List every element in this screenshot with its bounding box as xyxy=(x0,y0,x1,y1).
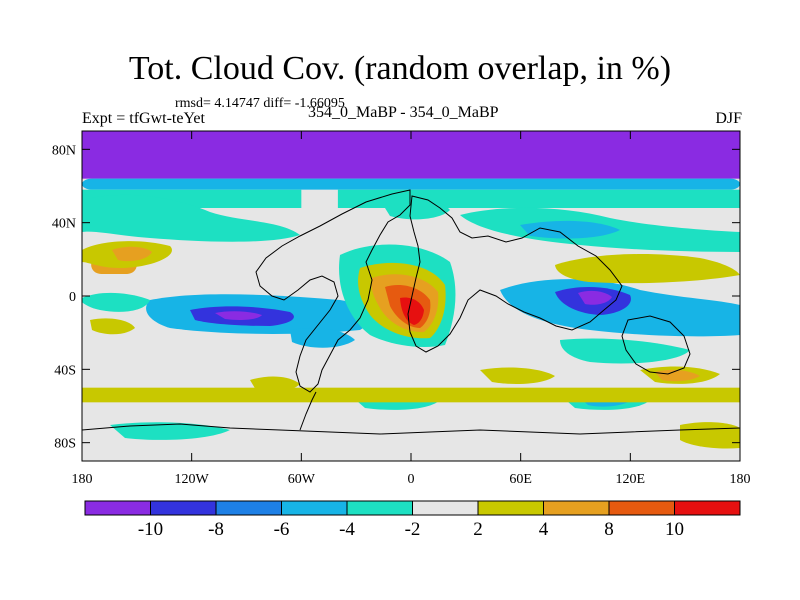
x-tick-label: 180 xyxy=(730,472,751,487)
x-tick-label: 0 xyxy=(408,472,415,487)
field-blob-africa-peak xyxy=(400,297,424,325)
field-blob-s-indian xyxy=(560,338,690,364)
colorbar-swatch xyxy=(281,500,348,516)
colorbar-label: 2 xyxy=(473,519,483,540)
coastlines xyxy=(82,189,740,435)
y-tick-label: 80N xyxy=(52,143,76,158)
colorbar-swatch xyxy=(608,500,675,516)
comparison-label: 354_0_MaBP - 354_0_MaBP xyxy=(308,104,499,121)
x-tick-label: 120W xyxy=(175,472,210,487)
rmsd-diff-stats: rmsd= 4.14747 diff= -1.66095 xyxy=(175,96,345,111)
colorbar-label: -2 xyxy=(405,519,421,540)
colorbar-swatch xyxy=(215,500,282,516)
field-blob-s-ocean-yellow-2 xyxy=(480,367,555,384)
x-tick-label: 60W xyxy=(288,472,316,487)
colorbar-swatch xyxy=(412,500,479,516)
colorbar-swatch xyxy=(346,500,413,516)
colorbar-swatch xyxy=(150,500,217,516)
field-blob-s-atlantic xyxy=(290,328,355,348)
coast-africa-eurasia xyxy=(407,195,623,353)
field-blob-s-ocean-orange xyxy=(655,369,700,382)
colorbar-swatch xyxy=(477,500,544,516)
coast-australia xyxy=(621,315,691,375)
colorbar-swatch xyxy=(543,500,610,516)
y-tick-label: 40S xyxy=(54,363,76,378)
coast-antarctica xyxy=(82,423,740,435)
field-blob-south-pacific xyxy=(90,318,135,335)
field-blob-n-pacific-orange xyxy=(112,246,152,262)
region-arctic-edge xyxy=(82,178,740,190)
field-blob-nw-pacific xyxy=(82,194,300,242)
x-tick-label: 60E xyxy=(509,472,532,487)
colorbar-label: 8 xyxy=(604,519,614,540)
coast-antarctic-peninsula xyxy=(299,391,317,431)
axis-ticks: 180 120W 60W 0 60E 120E 180 80N 40N 0 40S 80S xyxy=(52,131,751,487)
map-plot-area: 180 120W 60W 0 60E 120E 180 80N 40N 0 40S 80S xyxy=(52,130,751,487)
field-blob-central-pacific-eq xyxy=(82,292,150,312)
y-tick-label: 0 xyxy=(69,290,76,305)
field-blob-n-atlantic-blue xyxy=(520,220,620,239)
colorbar-label: -4 xyxy=(339,519,355,540)
colorbar-label: -6 xyxy=(274,519,290,540)
experiment-label: Expt = tfGwt-teYet xyxy=(82,110,205,127)
colorbar: -10 -8 -6 -4 -2 2 4 8 10 xyxy=(84,500,741,540)
field-blob-east-pacific-min xyxy=(215,311,262,320)
colorbar-label: -10 xyxy=(138,519,163,540)
colorbar-label: -8 xyxy=(208,519,224,540)
colorbar-swatch xyxy=(674,500,741,516)
region-southern-ocean-band xyxy=(82,387,740,403)
y-tick-label: 40N xyxy=(52,217,76,232)
colorbar-label: 4 xyxy=(539,519,549,540)
colorbar-swatch xyxy=(84,500,151,516)
field-blob-antarctic-cyan xyxy=(110,422,230,440)
season-label: DJF xyxy=(715,110,742,127)
x-tick-label: 120E xyxy=(616,472,646,487)
coast-americas xyxy=(255,189,411,393)
colorbar-label: 10 xyxy=(665,519,684,540)
x-tick-label: 180 xyxy=(72,472,93,487)
y-tick-label: 80S xyxy=(54,437,76,452)
field-blob-indian-ocean-min xyxy=(578,290,612,305)
page-title: Tot. Cloud Cov. (random overlap, in %) xyxy=(128,50,672,87)
